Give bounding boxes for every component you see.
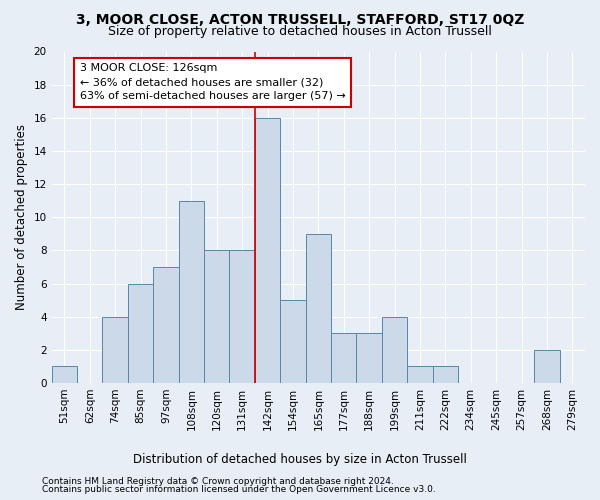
Text: Size of property relative to detached houses in Acton Trussell: Size of property relative to detached ho…	[108, 25, 492, 38]
Bar	[305, 234, 331, 383]
Bar	[179, 200, 204, 383]
Text: Distribution of detached houses by size in Acton Trussell: Distribution of detached houses by size …	[133, 452, 467, 466]
Y-axis label: Number of detached properties: Number of detached properties	[15, 124, 28, 310]
Bar	[255, 118, 280, 383]
Bar	[407, 366, 433, 383]
Bar	[103, 316, 128, 383]
Bar	[52, 366, 77, 383]
Bar	[433, 366, 458, 383]
Bar	[356, 334, 382, 383]
Bar	[153, 267, 179, 383]
Bar	[534, 350, 560, 383]
Bar	[280, 300, 305, 383]
Bar	[229, 250, 255, 383]
Bar	[128, 284, 153, 383]
Bar	[382, 316, 407, 383]
Text: 3, MOOR CLOSE, ACTON TRUSSELL, STAFFORD, ST17 0QZ: 3, MOOR CLOSE, ACTON TRUSSELL, STAFFORD,…	[76, 12, 524, 26]
Text: 3 MOOR CLOSE: 126sqm
← 36% of detached houses are smaller (32)
63% of semi-detac: 3 MOOR CLOSE: 126sqm ← 36% of detached h…	[80, 63, 346, 101]
Text: Contains public sector information licensed under the Open Government Licence v3: Contains public sector information licen…	[42, 485, 436, 494]
Bar	[204, 250, 229, 383]
Bar	[331, 334, 356, 383]
Text: Contains HM Land Registry data © Crown copyright and database right 2024.: Contains HM Land Registry data © Crown c…	[42, 477, 394, 486]
